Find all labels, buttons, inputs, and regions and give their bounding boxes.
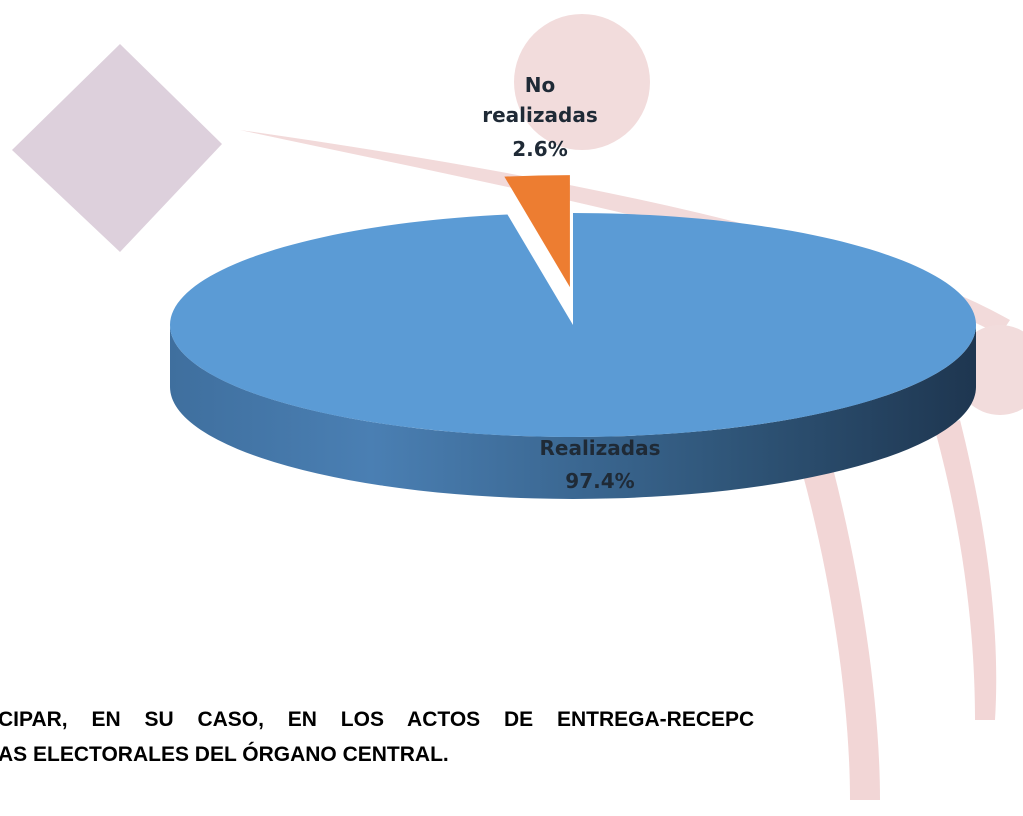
caption-line: AS ELECTORALES DEL ÓRGANO CENTRAL.	[0, 742, 449, 766]
slice-label: No realizadas	[482, 73, 598, 127]
slice-value-label: 2.6%	[512, 137, 567, 161]
slice-side	[170, 325, 976, 499]
watermark	[12, 14, 1023, 800]
slice	[169, 213, 976, 437]
slice	[504, 175, 570, 288]
caption-line: CIPAR, EN SU CASO, EN LOS ACTOS DE ENTRE…	[0, 708, 754, 731]
slice-value-label: 97.4%	[565, 469, 634, 493]
slice-label: Realizadas	[539, 436, 660, 460]
